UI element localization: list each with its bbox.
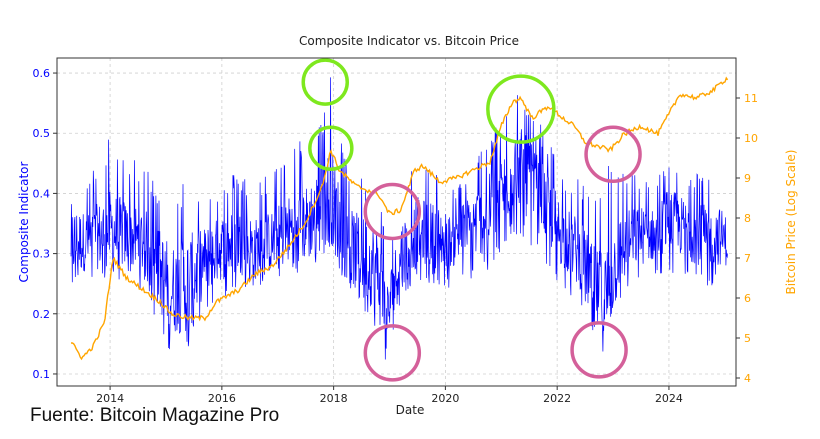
y-right-tick-label: 8 (744, 212, 751, 225)
y-left-axis-label: Composite Indicator (17, 161, 31, 282)
green-annotation-circle (301, 58, 349, 106)
y-left-tick-label: 0.5 (33, 127, 51, 140)
y-right-axis-label: Bitcoin Price (Log Scale) (784, 150, 798, 295)
y-left-tick-label: 0.1 (33, 368, 51, 381)
y-right-tick-label: 10 (744, 132, 758, 145)
pink-annotation-circle (584, 125, 642, 184)
pink-annotation-circle (570, 321, 628, 379)
chart-title: Composite Indicator vs. Bitcoin Price (299, 34, 519, 48)
annotations (301, 58, 642, 382)
axes: 2014 2016 2018 2020 2022 2024 0.1 0.2 0.3 0.4 0.5 0… (33, 67, 759, 405)
x-tick-label: 2022 (543, 392, 571, 405)
y-left-tick-label: 0.3 (33, 248, 51, 261)
y-right-tick-label: 6 (744, 292, 751, 305)
x-tick-label: 2020 (431, 392, 459, 405)
bitcoin-price-series (71, 76, 729, 361)
x-tick-label: 2018 (320, 392, 348, 405)
y-left-tick-label: 0.6 (33, 67, 51, 80)
plot-frame (56, 57, 737, 387)
y-right-tick-label: 9 (744, 172, 751, 185)
y-left-tick-label: 0.4 (33, 187, 51, 200)
x-tick-label: 2014 (96, 392, 124, 405)
pink-annotation-circle (363, 324, 422, 382)
y-left-tick-label: 0.2 (33, 308, 51, 321)
green-annotation-circle (308, 125, 354, 172)
source-note: Fuente: Bitcoin Magazine Pro (30, 405, 280, 426)
green-annotation-circle (486, 74, 556, 144)
y-right-tick-label: 4 (744, 372, 751, 385)
x-tick-label: 2024 (655, 392, 683, 405)
composite-indicator-line (70, 77, 728, 360)
y-right-tick-label: 5 (744, 332, 751, 345)
x-tick-label: 2016 (208, 392, 236, 405)
y-right-tick-label: 11 (744, 92, 758, 105)
x-axis-label: Date (396, 403, 425, 417)
composite-indicator-series (70, 77, 728, 360)
bitcoin-price-line (71, 76, 729, 361)
y-right-tick-label: 7 (744, 252, 751, 265)
pink-annotation-circle (363, 182, 422, 241)
